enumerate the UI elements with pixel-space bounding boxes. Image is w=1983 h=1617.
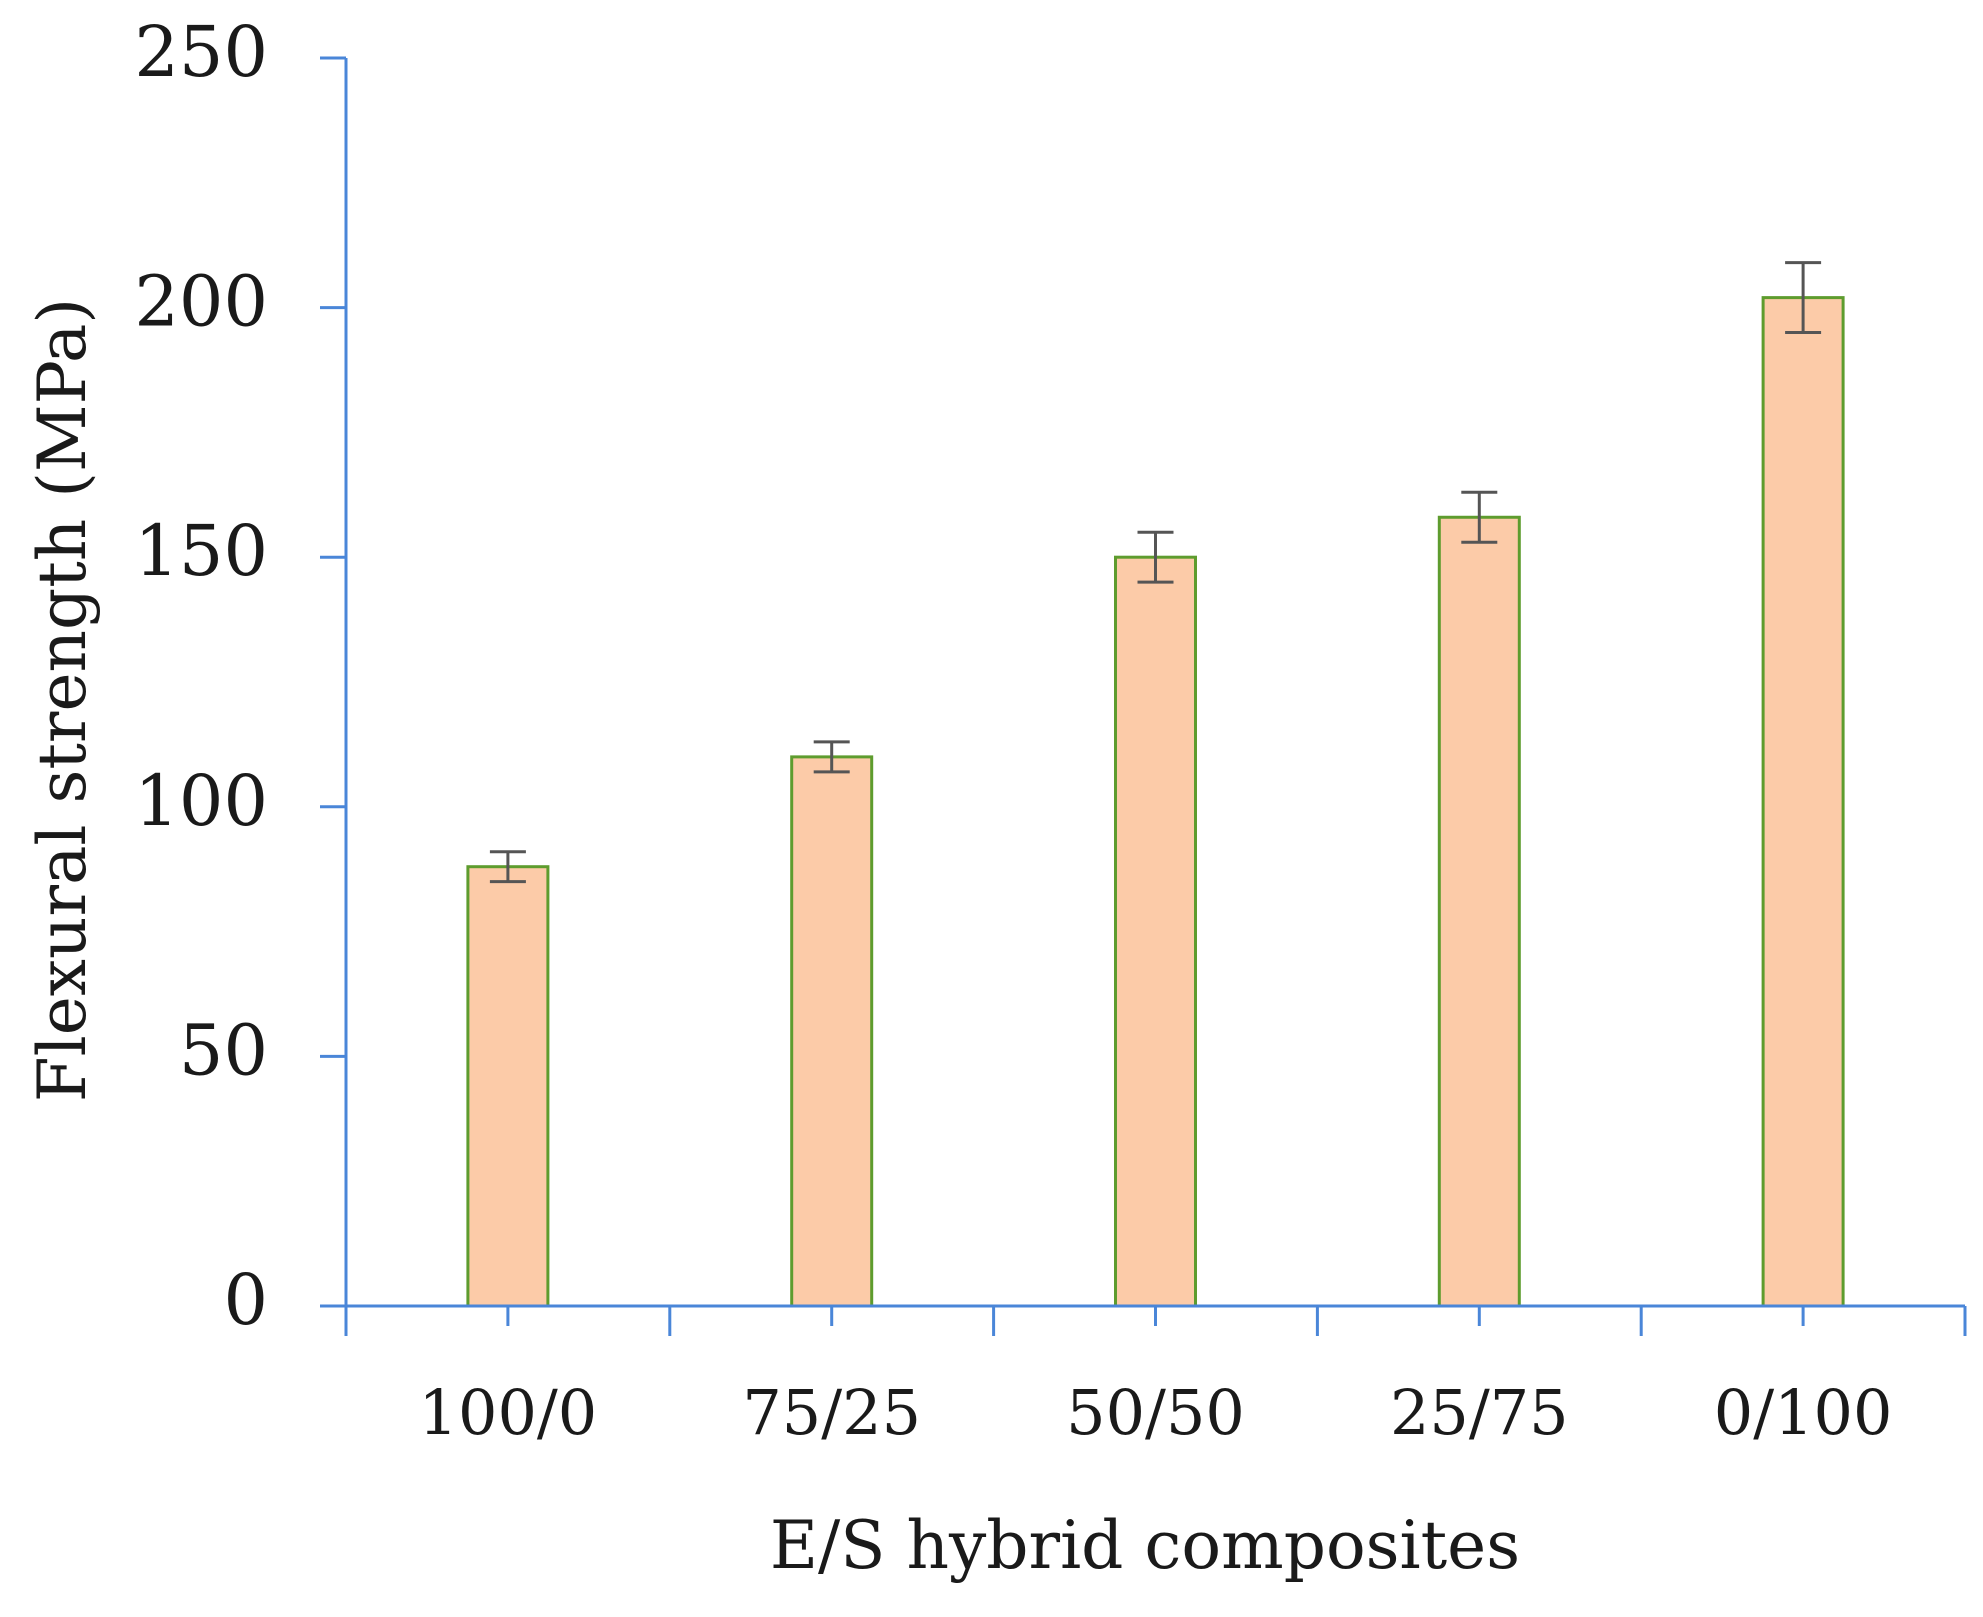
bars-layer: [466, 296, 1845, 1308]
bar-50-50: [1114, 555, 1197, 1308]
y-axis-title: Flexural strength (MPa): [24, 298, 101, 1102]
bar-25-75: [1437, 515, 1521, 1308]
error-bar-0-100: [1785, 261, 1822, 335]
error-bars-layer: [489, 261, 1822, 884]
x-tick-label: 25/75: [1390, 1376, 1569, 1449]
x-tick-label: 75/25: [742, 1376, 921, 1449]
error-bar-25-75: [1461, 490, 1498, 544]
y-tick-label: 200: [134, 261, 268, 343]
y-tick-label: 150: [134, 510, 268, 592]
x-axis-title: E/S hybrid composites: [770, 1507, 1520, 1584]
y-tick-label: 250: [134, 11, 268, 93]
x-tick-label: 0/100: [1714, 1376, 1893, 1449]
y-tick-label: 100: [134, 760, 268, 842]
error-bar-75-25: [813, 740, 850, 774]
y-tick-label: 50: [179, 1009, 268, 1091]
x-tick-label: 50/50: [1066, 1376, 1245, 1449]
error-bar-100-0: [489, 850, 526, 884]
tick-labels-layer: 100/0 75/25 50/50 25/75 0/100 0 50 100 150 200 250: [134, 11, 1892, 1449]
error-bar-50-50: [1137, 530, 1174, 584]
axes-layer: [320, 56, 1967, 1336]
bar-0-100: [1761, 296, 1845, 1308]
y-tick-label: 0: [223, 1259, 268, 1341]
bar-100-0: [466, 865, 550, 1308]
x-tick-label: 100/0: [419, 1376, 598, 1449]
bar-75-25: [790, 755, 874, 1308]
